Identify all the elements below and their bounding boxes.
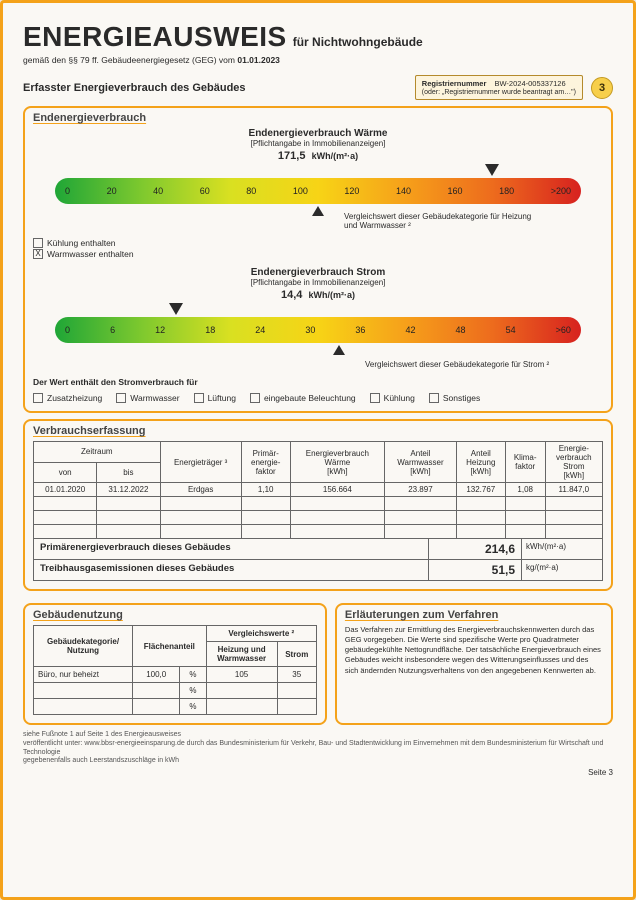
page-number: Seite 3	[23, 768, 613, 777]
checkbox-cooling	[33, 238, 43, 248]
table-row: %	[34, 699, 317, 715]
heat-checks: Kühlung enthalten XWarmwasser enthalten	[33, 238, 603, 259]
elec-cat: Sonstiges	[429, 393, 480, 403]
heat-chart: Endenergieverbrauch Wärme [Pflichtangabe…	[33, 128, 603, 236]
heat-compare-arrow-icon	[312, 206, 324, 216]
table-row: 01.01.202031.12.2022Erdgas1,10156.66423.…	[34, 483, 603, 497]
page: ENERGIEAUSWEIS für Nichtwohngebäude gemä…	[0, 0, 636, 900]
table-row: Büro, nur beheizt100,0%10535	[34, 667, 317, 683]
subtitle-line: gemäß den §§ 79 ff. Gebäudeenergiegesetz…	[23, 55, 613, 65]
elec-value-arrow-icon	[169, 303, 183, 315]
elec-categories: Zusatzheizung Warmwasser Lüftung eingebaute…	[33, 393, 603, 403]
title-row: ENERGIEAUSWEIS für Nichtwohngebäude	[23, 21, 613, 53]
panel-nutzung: Gebäudenutzung Gebäudekategorie/ Nutzung…	[23, 603, 327, 725]
elec-cat: Warmwasser	[116, 393, 179, 403]
bottom-row: Gebäudenutzung Gebäudekategorie/ Nutzung…	[23, 597, 613, 725]
footnotes: siehe Fußnote 1 auf Seite 1 des Energiea…	[23, 731, 613, 766]
sum-ghg: Treibhausgasemissionen dieses Gebäudes 5…	[33, 560, 603, 581]
panel-verbrauch: Verbrauchserfassung Zeitraum Energieträg…	[23, 419, 613, 591]
section-header: Erfasster Energieverbrauch des Gebäudes …	[23, 75, 613, 100]
title-sub: für Nichtwohngebäude	[293, 35, 423, 49]
page-badge: 3	[591, 77, 613, 99]
panel-title-endenergie: Endenergieverbrauch	[33, 112, 603, 124]
table-row: %	[34, 683, 317, 699]
heat-value-arrow-icon	[485, 164, 499, 176]
table-row	[34, 497, 603, 511]
checkbox-warmwater: X	[33, 249, 43, 259]
consumption-table: Zeitraum Energieträger ³ Primär- energie…	[33, 441, 603, 539]
elec-cat: Kühlung	[370, 393, 415, 403]
elec-compare-arrow-icon	[333, 345, 345, 355]
registration-box: Registriernummer BW-2024-005337126 (oder…	[415, 75, 583, 100]
panel-erlaeuterungen: Erläuterungen zum Verfahren Das Verfahre…	[335, 603, 613, 725]
elec-cat: Lüftung	[194, 393, 236, 403]
elec-chart: Endenergieverbrauch Strom [Pflichtangabe…	[33, 267, 603, 375]
heat-bar: 020406080100120140160180>200	[55, 178, 581, 204]
table-row	[34, 511, 603, 525]
elec-compare-note: Vergleichswert dieser Gebäudekategorie f…	[365, 360, 565, 369]
panel-endenergie: Endenergieverbrauch Endenergieverbrauch …	[23, 106, 613, 413]
elec-cat: eingebaute Beleuchtung	[250, 393, 356, 403]
heat-compare-note: Vergleichswert dieser Gebäudekategorie f…	[344, 212, 544, 230]
table-row	[34, 525, 603, 539]
usage-table: Gebäudekategorie/ Nutzung Flächenanteil …	[33, 625, 317, 715]
elec-bar: 061218243036424854>60	[55, 317, 581, 343]
panel-title-verbrauch: Verbrauchserfassung	[33, 425, 603, 437]
section-title: Erfasster Energieverbrauch des Gebäudes	[23, 82, 246, 94]
elec-cat: Zusatzheizung	[33, 393, 102, 403]
elec-line: Der Wert enthält den Stromverbrauch für	[33, 377, 603, 387]
title-main: ENERGIEAUSWEIS	[23, 21, 287, 53]
sum-primary: Primärenergieverbrauch dieses Gebäudes 2…	[33, 539, 603, 560]
explanation-text: Das Verfahren zur Ermittlung des Energie…	[345, 625, 603, 676]
